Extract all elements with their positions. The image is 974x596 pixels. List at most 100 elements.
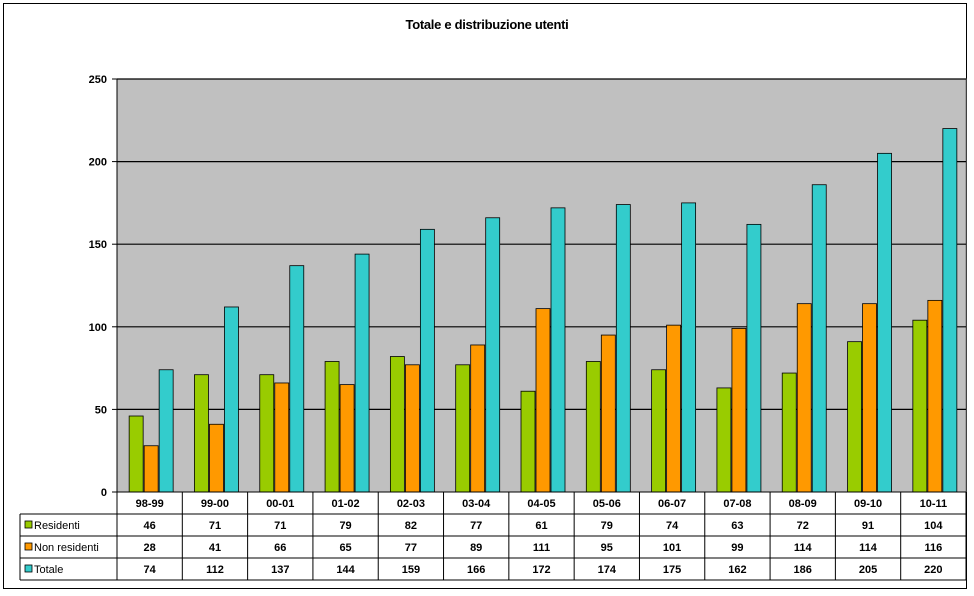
bar-totale-06-07 [681,202,697,493]
table-cell-totale: 172 [532,564,550,576]
table-cell-non-residenti: 99 [731,542,743,554]
bar-residenti-09-10 [847,341,862,493]
bar-totale-02-03 [419,228,435,493]
bar-totale-98-99 [158,369,174,493]
table-cell-non-residenti: 28 [144,542,156,554]
table-cell-non-residenti: 66 [274,542,286,554]
table-cell-residenti: 61 [535,520,547,532]
bar-non-residenti-02-03 [404,364,420,493]
y-tick-label: 100 [89,322,107,334]
table-cell-residenti: 63 [731,520,743,532]
table-cell-totale: 112 [206,564,224,576]
bar-totale-99-00 [224,306,239,493]
bar-totale-08-09 [811,184,827,493]
table-cell-totale: 137 [271,564,289,576]
x-category-label: 00-01 [266,498,294,510]
table-cell-totale: 144 [336,564,355,576]
table-cell-residenti: 77 [470,520,482,532]
table-cell-totale: 159 [402,564,420,576]
bar-residenti-00-01 [259,374,275,493]
legend-key-non-residenti [24,542,33,551]
bar-residenti-98-99 [128,415,144,493]
table-cell-non-residenti: 101 [663,542,681,554]
bar-non-residenti-07-08 [731,328,747,493]
table-cell-residenti: 104 [924,520,943,532]
table-cell-totale: 186 [794,564,812,576]
y-tick-label: 0 [101,487,107,499]
x-category-label: 09-10 [854,498,882,510]
x-category-label: 07-08 [723,498,751,510]
table-cell-totale: 220 [924,564,942,576]
bar-residenti-07-08 [716,387,732,493]
x-category-label: 99-00 [201,498,229,510]
bar-totale-07-08 [746,223,762,493]
bar-non-residenti-08-09 [796,303,812,493]
bar-non-residenti-03-04 [470,344,486,493]
table-cell-totale: 162 [728,564,746,576]
bar-totale-10-11 [942,128,958,493]
bar-totale-05-06 [615,204,631,493]
table-cell-non-residenti: 114 [794,542,813,554]
table-cell-residenti: 71 [274,520,286,532]
legend-key-totale [24,564,33,573]
table-cell-totale: 174 [598,564,617,576]
bar-totale-04-05 [550,207,566,493]
table-cell-non-residenti: 89 [470,542,482,554]
x-category-label: 02-03 [397,498,425,510]
y-tick-label: 250 [89,74,107,86]
bar-residenti-04-05 [520,390,536,493]
bar-totale-09-10 [877,152,892,493]
bar-residenti-08-09 [781,372,797,493]
bar-residenti-01-02 [324,361,340,493]
bar-residenti-05-06 [585,361,601,493]
bar-non-residenti-04-05 [535,308,551,493]
table-cell-residenti: 74 [666,520,679,532]
x-category-label: 08-09 [789,498,817,510]
table-cell-totale: 74 [144,564,157,576]
table-cell-totale: 166 [467,564,485,576]
table-cell-totale: 175 [663,564,681,576]
table-cell-non-residenti: 77 [405,542,417,554]
x-category-label: 03-04 [462,498,491,510]
table-cell-non-residenti: 65 [339,542,351,554]
x-category-label: 04-05 [527,498,555,510]
table-cell-non-residenti: 95 [601,542,613,554]
legend-label-non-residenti: Non residenti [34,542,99,554]
x-category-label: 05-06 [593,498,621,510]
table-cell-residenti: 79 [601,520,613,532]
bar-residenti-06-07 [651,369,667,493]
legend-label-residenti: Residenti [34,520,80,532]
table-cell-residenti: 82 [405,520,417,532]
bar-non-residenti-10-11 [927,299,943,493]
bar-non-residenti-00-01 [274,382,290,493]
bar-non-residenti-06-07 [666,324,682,493]
table-cell-non-residenti: 111 [533,542,550,554]
y-tick-label: 150 [89,239,107,251]
table-cell-totale: 205 [859,564,877,576]
table-cell-non-residenti: 41 [209,542,221,554]
x-category-label: 10-11 [920,498,948,510]
bar-residenti-03-04 [455,364,471,493]
table-cell-non-residenti: 114 [859,542,878,554]
table-cell-non-residenti: 116 [924,542,942,554]
legend-label-totale: Totale [34,564,63,576]
bar-non-residenti-09-10 [862,303,877,493]
bar-totale-01-02 [354,253,370,493]
bar-residenti-10-11 [912,319,928,493]
bar-residenti-99-00 [194,374,209,493]
x-category-label: 06-07 [658,498,686,510]
bar-totale-00-01 [289,265,305,493]
bar-non-residenti-05-06 [600,334,616,493]
y-tick-label: 50 [95,404,107,416]
chart-title: Totale e distribuzione utenti [405,17,569,32]
bar-non-residenti-01-02 [339,384,355,493]
table-cell-residenti: 71 [209,520,221,532]
x-category-label: 98-99 [136,498,164,510]
table-cell-residenti: 72 [797,520,809,532]
y-tick-label: 200 [89,157,107,169]
table-cell-residenti: 91 [862,520,874,532]
x-category-label: 01-02 [332,498,360,510]
table-cell-residenti: 79 [339,520,351,532]
bar-non-residenti-98-99 [143,445,159,493]
